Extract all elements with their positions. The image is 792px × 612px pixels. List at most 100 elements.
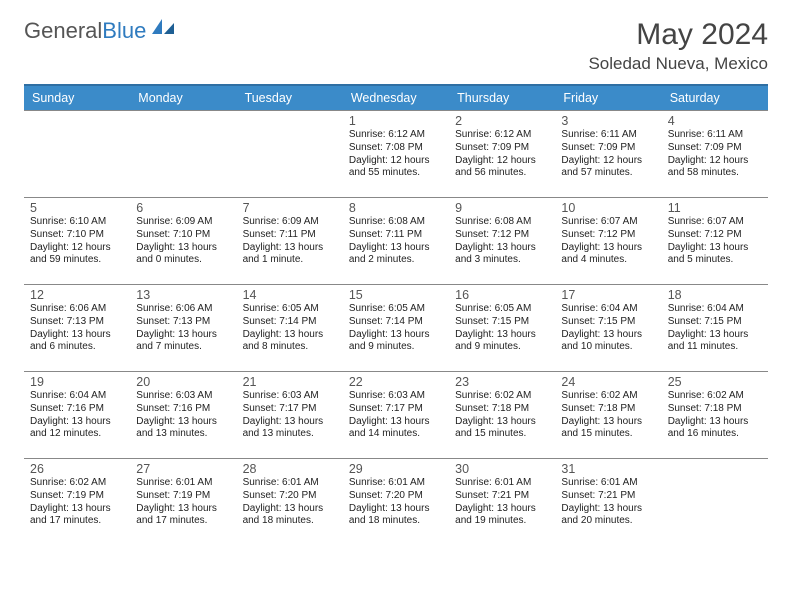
daylight-text: Daylight: 13 hours [136, 416, 230, 429]
day-header: Tuesday [237, 86, 343, 110]
daylight-text: Daylight: 13 hours [243, 416, 337, 429]
daylight-text: Daylight: 13 hours [349, 242, 443, 255]
day-cell: 1Sunrise: 6:12 AMSunset: 7:08 PMDaylight… [343, 111, 449, 197]
daylight-text: Daylight: 13 hours [455, 503, 549, 516]
day-number: 26 [30, 462, 124, 476]
sunrise-text: Sunrise: 6:03 AM [136, 390, 230, 403]
month-title: May 2024 [588, 18, 768, 52]
sunset-text: Sunset: 7:16 PM [136, 403, 230, 416]
daylight-text: Daylight: 12 hours [561, 155, 655, 168]
day-cell [237, 111, 343, 197]
daylight-text: and 13 minutes. [243, 428, 337, 441]
day-header: Sunday [24, 86, 130, 110]
day-number: 20 [136, 375, 230, 389]
daylight-text: and 11 minutes. [668, 341, 762, 354]
day-number: 28 [243, 462, 337, 476]
day-number: 13 [136, 288, 230, 302]
sunrise-text: Sunrise: 6:02 AM [30, 477, 124, 490]
day-number: 8 [349, 201, 443, 215]
sunrise-text: Sunrise: 6:07 AM [561, 216, 655, 229]
daylight-text: Daylight: 12 hours [668, 155, 762, 168]
daylight-text: and 19 minutes. [455, 515, 549, 528]
sunrise-text: Sunrise: 6:01 AM [455, 477, 549, 490]
day-number: 25 [668, 375, 762, 389]
day-cell: 12Sunrise: 6:06 AMSunset: 7:13 PMDayligh… [24, 285, 130, 371]
daylight-text: Daylight: 13 hours [136, 329, 230, 342]
day-header-row: Sunday Monday Tuesday Wednesday Thursday… [24, 84, 768, 110]
sunset-text: Sunset: 7:17 PM [349, 403, 443, 416]
daylight-text: and 15 minutes. [455, 428, 549, 441]
daylight-text: and 58 minutes. [668, 167, 762, 180]
sunrise-text: Sunrise: 6:12 AM [349, 129, 443, 142]
day-number: 14 [243, 288, 337, 302]
daylight-text: and 5 minutes. [668, 254, 762, 267]
day-cell: 10Sunrise: 6:07 AMSunset: 7:12 PMDayligh… [555, 198, 661, 284]
week-row: 19Sunrise: 6:04 AMSunset: 7:16 PMDayligh… [24, 371, 768, 458]
day-cell: 15Sunrise: 6:05 AMSunset: 7:14 PMDayligh… [343, 285, 449, 371]
sunset-text: Sunset: 7:17 PM [243, 403, 337, 416]
day-number: 1 [349, 114, 443, 128]
day-number: 11 [668, 201, 762, 215]
daylight-text: and 17 minutes. [136, 515, 230, 528]
calendar: Sunday Monday Tuesday Wednesday Thursday… [24, 84, 768, 545]
logo-text-gray: General [24, 18, 102, 44]
week-row: 26Sunrise: 6:02 AM Sunset: 7:19 PM Dayligh… [24, 458, 768, 545]
day-cell: 30Sunrise: 6:01 AMSunset: 7:21 PMDayligh… [449, 459, 555, 545]
daylight-text: and 2 minutes. [349, 254, 443, 267]
sunset-text: Sunset: 7:11 PM [349, 229, 443, 242]
title-block: May 2024 Soledad Nueva, Mexico [588, 18, 768, 74]
day-number: 9 [455, 201, 549, 215]
sunset-text: Sunset: 7:13 PM [30, 316, 124, 329]
day-number: 29 [349, 462, 443, 476]
day-cell: 24Sunrise: 6:02 AMSunset: 7:18 PMDayligh… [555, 372, 661, 458]
header: GeneralBlue May 2024 Soledad Nueva, Mexi… [24, 18, 768, 74]
sunset-text: Sunset: 7:18 PM [455, 403, 549, 416]
day-cell: 9Sunrise: 6:08 AMSunset: 7:12 PMDaylight… [449, 198, 555, 284]
daylight-text: and 9 minutes. [349, 341, 443, 354]
daylight-text: and 14 minutes. [349, 428, 443, 441]
daylight-text: and 0 minutes. [136, 254, 230, 267]
day-number: 7 [243, 201, 337, 215]
daylight-text: and 10 minutes. [561, 341, 655, 354]
daylight-text: and 15 minutes. [561, 428, 655, 441]
daylight-text: and 7 minutes. [136, 341, 230, 354]
daylight-text: and 4 minutes. [561, 254, 655, 267]
sunrise-text: Sunrise: 6:01 AM [561, 477, 655, 490]
day-cell: 8Sunrise: 6:08 AMSunset: 7:11 PMDaylight… [343, 198, 449, 284]
sunset-text: Sunset: 7:16 PM [30, 403, 124, 416]
sunrise-text: Sunrise: 6:04 AM [30, 390, 124, 403]
daylight-text: and 57 minutes. [561, 167, 655, 180]
day-number: 18 [668, 288, 762, 302]
day-cell: 19Sunrise: 6:04 AMSunset: 7:16 PMDayligh… [24, 372, 130, 458]
sunrise-text: Sunrise: 6:09 AM [243, 216, 337, 229]
daylight-text: Daylight: 13 hours [243, 329, 337, 342]
daylight-text: Daylight: 13 hours [668, 416, 762, 429]
daylight-text: and 12 minutes. [30, 428, 124, 441]
day-cell: 7Sunrise: 6:09 AMSunset: 7:11 PMDaylight… [237, 198, 343, 284]
daylight-text: and 18 minutes. [243, 515, 337, 528]
daylight-text: and 55 minutes. [349, 167, 443, 180]
daylight-text: and 18 minutes. [349, 515, 443, 528]
day-cell: 14Sunrise: 6:05 AMSunset: 7:14 PMDayligh… [237, 285, 343, 371]
sunset-text: Sunset: 7:08 PM [349, 142, 443, 155]
day-header: Thursday [449, 86, 555, 110]
day-number: 2 [455, 114, 549, 128]
sunset-text: Sunset: 7:09 PM [455, 142, 549, 155]
day-cell: 17Sunrise: 6:04 AMSunset: 7:15 PMDayligh… [555, 285, 661, 371]
sunset-text: Sunset: 7:19 PM [136, 490, 230, 503]
sunset-text: Sunset: 7:15 PM [668, 316, 762, 329]
day-cell: 11Sunrise: 6:07 AMSunset: 7:12 PMDayligh… [662, 198, 768, 284]
sunrise-text: Sunrise: 6:02 AM [455, 390, 549, 403]
day-cell: 22Sunrise: 6:03 AMSunset: 7:17 PMDayligh… [343, 372, 449, 458]
daylight-text: Daylight: 13 hours [243, 503, 337, 516]
day-number: 15 [349, 288, 443, 302]
daylight-text: Daylight: 12 hours [30, 242, 124, 255]
daylight-text: Daylight: 13 hours [455, 416, 549, 429]
sunset-text: Sunset: 7:14 PM [243, 316, 337, 329]
day-number: 23 [455, 375, 549, 389]
sunrise-text: Sunrise: 6:02 AM [561, 390, 655, 403]
day-number: 27 [136, 462, 230, 476]
day-number: 6 [136, 201, 230, 215]
day-number: 30 [455, 462, 549, 476]
day-header: Friday [555, 86, 661, 110]
